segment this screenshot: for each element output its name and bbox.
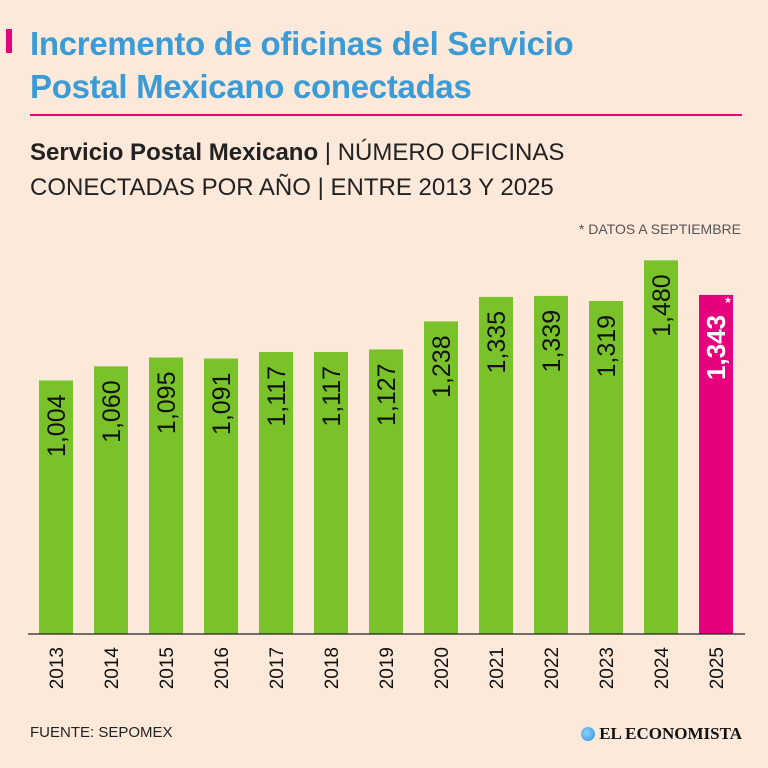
subtitle-line-2: CONECTADAS POR AÑO | ENTRE 2013 Y 2025 — [30, 174, 554, 201]
footnote: * DATOS A SEPTIEMBRE — [578, 221, 741, 237]
logo-globe-icon — [581, 727, 596, 741]
page-title: Incremento de oficinas del Servicio Post… — [30, 22, 574, 108]
data-label-2016: 1,091 — [208, 373, 236, 436]
data-label-2021: 1,335 — [483, 311, 511, 374]
bar-2017 — [259, 351, 293, 634]
x-tick-label-2025: 2025 — [707, 647, 728, 689]
x-tick-label-2016: 2016 — [212, 647, 233, 689]
bar-2021 — [479, 296, 513, 634]
x-tick-label-2014: 2014 — [102, 647, 123, 690]
source-label: FUENTE: SEPOMEX — [30, 724, 173, 741]
highlight-asterisk: * — [725, 294, 731, 310]
bar-2023 — [589, 300, 623, 634]
logo-text: EL ECONOMISTA — [599, 724, 742, 743]
bar-2014 — [94, 366, 128, 634]
title-line-1: Incremento de oficinas del Servicio — [30, 25, 574, 62]
data-label-2014: 1,060 — [98, 380, 126, 443]
x-tick-label-2019: 2019 — [377, 647, 398, 689]
bar-2024 — [644, 260, 678, 634]
data-label-2023: 1,319 — [593, 315, 621, 378]
bar-2019 — [369, 349, 403, 634]
data-label-2018: 1,117 — [318, 366, 346, 427]
x-tick-label-2020: 2020 — [432, 647, 453, 689]
x-tick-label-2023: 2023 — [597, 647, 618, 689]
data-label-2024: 1,480 — [648, 274, 676, 337]
data-label-2019: 1,127 — [373, 363, 401, 426]
x-tick-label-2021: 2021 — [487, 647, 508, 689]
data-label-2013: 1,004 — [43, 394, 71, 457]
x-tick-label-2022: 2022 — [542, 647, 563, 689]
x-tick-label-2015: 2015 — [157, 647, 178, 689]
bar-2016 — [204, 358, 238, 634]
bar-2015 — [149, 357, 183, 634]
data-label-2020: 1,238 — [428, 335, 456, 398]
data-label-2015: 1,095 — [153, 372, 181, 435]
data-label-2025: 1,343 — [701, 315, 731, 380]
bar-2020 — [424, 321, 458, 634]
subtitle-measure: | NÚMERO OFICINAS — [318, 139, 565, 166]
subtitle: Servicio Postal Mexicano | NÚMERO OFICIN… — [30, 135, 564, 205]
title-divider — [30, 114, 742, 116]
bar-2025 — [699, 294, 733, 634]
x-tick-label-2013: 2013 — [47, 647, 68, 689]
bar-2022 — [534, 295, 568, 634]
bar-2013 — [39, 380, 73, 634]
el-economista-logo: EL ECONOMISTA — [581, 724, 742, 744]
subtitle-source: Servicio Postal Mexicano — [30, 139, 319, 166]
x-tick-label-2024: 2024 — [652, 647, 673, 690]
title-line-2: Postal Mexicano conectadas — [30, 68, 472, 105]
bar-2018 — [314, 351, 348, 634]
x-tick-label-2017: 2017 — [267, 647, 288, 689]
title-marker — [6, 29, 12, 53]
subtitle-line-1: Servicio Postal Mexicano | NÚMERO OFICIN… — [30, 135, 564, 170]
data-label-2022: 1,339 — [538, 310, 566, 373]
data-label-2017: 1,117 — [263, 366, 291, 427]
x-tick-label-2018: 2018 — [322, 647, 343, 689]
